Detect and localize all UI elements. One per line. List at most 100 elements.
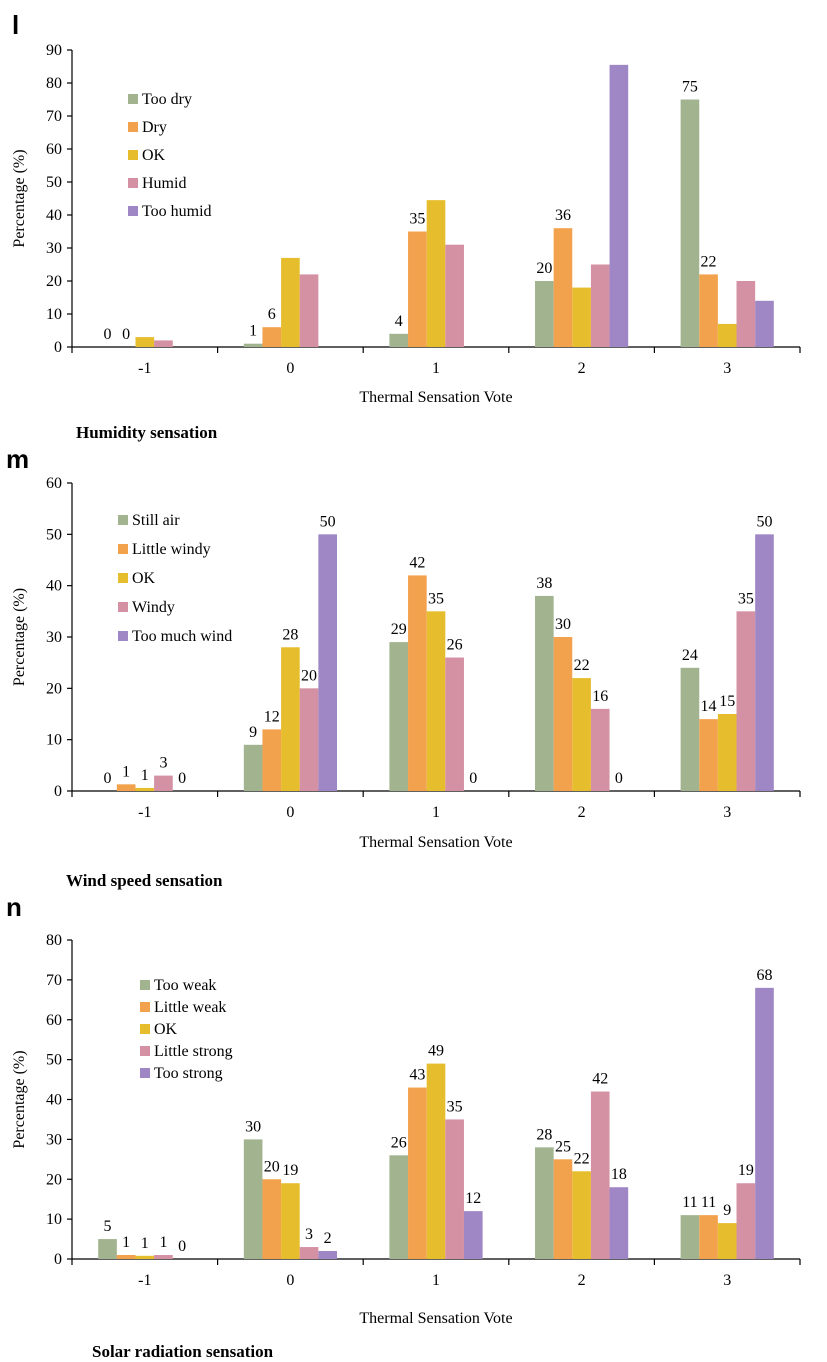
x-tick-label: 2 bbox=[578, 1272, 586, 1289]
x-tick-label: 3 bbox=[723, 1272, 731, 1289]
data-label: 0 bbox=[104, 770, 112, 787]
x-tick-label: 2 bbox=[578, 804, 586, 821]
legend-label: Too humid bbox=[142, 203, 212, 220]
data-label: 50 bbox=[756, 513, 772, 530]
bar-little-windy bbox=[553, 637, 573, 791]
bar-little-strong bbox=[299, 1247, 319, 1259]
bar-ok bbox=[426, 200, 446, 347]
data-label: 5 bbox=[104, 1218, 112, 1235]
data-label: 0 bbox=[122, 326, 130, 343]
bar-ok bbox=[281, 257, 300, 347]
bar-ok bbox=[717, 323, 737, 347]
bar-ok bbox=[572, 1171, 591, 1259]
data-label: 22 bbox=[574, 657, 590, 674]
bar-little-strong bbox=[736, 1183, 756, 1259]
data-label: 9 bbox=[249, 724, 257, 741]
y-tick-label: 60 bbox=[46, 141, 62, 158]
bar-too-humid bbox=[609, 64, 629, 347]
legend-swatch bbox=[140, 980, 150, 990]
bar-still-air bbox=[389, 642, 409, 791]
bar-ok bbox=[281, 647, 300, 791]
y-tick-label: 70 bbox=[46, 972, 62, 989]
legend-swatch bbox=[140, 1068, 150, 1078]
data-label: 35 bbox=[409, 211, 425, 228]
data-label: 42 bbox=[592, 1071, 608, 1088]
y-tick-label: 80 bbox=[46, 75, 62, 92]
data-label: 29 bbox=[391, 621, 407, 638]
bar-little-strong bbox=[154, 1255, 173, 1259]
bar-little-windy bbox=[116, 784, 136, 791]
data-label: 20 bbox=[536, 260, 552, 277]
y-tick-label: 70 bbox=[46, 108, 62, 125]
bar-little-weak bbox=[699, 1215, 718, 1259]
bar-too-weak bbox=[389, 1155, 409, 1259]
x-tick-label: 2 bbox=[578, 360, 586, 377]
data-label: 25 bbox=[555, 1138, 571, 1155]
data-label: 43 bbox=[409, 1067, 425, 1084]
y-tick-label: 30 bbox=[46, 240, 62, 257]
legend-label: OK bbox=[132, 570, 156, 587]
legend-swatch bbox=[118, 602, 128, 612]
legend-label: Little weak bbox=[154, 999, 226, 1016]
bar-ok bbox=[135, 1255, 155, 1259]
legend-label: Too dry bbox=[142, 91, 192, 108]
data-label: 1 bbox=[122, 1234, 130, 1251]
y-tick-label: 80 bbox=[46, 932, 62, 949]
bar-little-weak bbox=[408, 1087, 427, 1259]
data-label: 30 bbox=[245, 1118, 261, 1135]
y-tick-label: 40 bbox=[46, 1092, 62, 1109]
data-label: 11 bbox=[682, 1194, 697, 1211]
legend-swatch bbox=[140, 1046, 150, 1056]
legend-swatch bbox=[140, 1002, 150, 1012]
data-label: 75 bbox=[682, 79, 698, 96]
data-label: 0 bbox=[615, 770, 623, 787]
bar-too-dry bbox=[389, 333, 409, 347]
y-tick-label: 50 bbox=[46, 1052, 62, 1069]
x-tick-label: 0 bbox=[286, 360, 294, 377]
legend-swatch bbox=[140, 1024, 150, 1034]
data-label: 12 bbox=[465, 1190, 481, 1207]
bar-humid bbox=[736, 281, 756, 347]
data-label: 3 bbox=[159, 755, 167, 772]
bar-windy bbox=[299, 688, 319, 791]
legend-swatch bbox=[118, 573, 128, 583]
bar-ok bbox=[135, 337, 155, 347]
data-label: 1 bbox=[122, 763, 130, 780]
legend-swatch bbox=[128, 178, 138, 188]
legend-label: Little strong bbox=[154, 1043, 233, 1060]
data-label: 35 bbox=[447, 1098, 463, 1115]
data-label: 30 bbox=[555, 616, 571, 633]
x-tick-label: 1 bbox=[432, 804, 440, 821]
x-tick-label: 1 bbox=[432, 1272, 440, 1289]
bar-ok bbox=[572, 678, 591, 791]
panel-letter: n bbox=[6, 892, 22, 922]
y-tick-label: 50 bbox=[46, 526, 62, 543]
data-label: 16 bbox=[592, 688, 608, 705]
bar-still-air bbox=[535, 595, 554, 791]
data-label: 50 bbox=[320, 513, 336, 530]
legend-swatch bbox=[128, 206, 138, 216]
bar-ok bbox=[717, 714, 737, 791]
data-label: 2 bbox=[324, 1230, 332, 1247]
y-tick-label: 10 bbox=[46, 306, 62, 323]
x-tick-label: -1 bbox=[138, 1272, 151, 1289]
x-axis-title: Thermal Sensation Vote bbox=[359, 1310, 512, 1327]
y-tick-label: 0 bbox=[54, 783, 62, 800]
data-label: 24 bbox=[682, 647, 698, 664]
bar-too-strong bbox=[318, 1251, 337, 1259]
y-tick-label: 0 bbox=[54, 1251, 62, 1268]
bar-little-weak bbox=[553, 1159, 573, 1259]
bar-too-dry bbox=[535, 281, 554, 347]
data-label: 9 bbox=[723, 1202, 731, 1219]
legend-label: Too weak bbox=[154, 977, 216, 994]
y-tick-label: 90 bbox=[46, 42, 62, 59]
legend-label: Still air bbox=[132, 512, 180, 529]
legend-swatch bbox=[118, 515, 128, 525]
y-tick-label: 30 bbox=[46, 629, 62, 646]
legend-swatch bbox=[128, 94, 138, 104]
bar-ok bbox=[426, 1063, 446, 1259]
bar-little-weak bbox=[116, 1255, 136, 1259]
legend-label: Windy bbox=[132, 599, 175, 616]
bar-too-much-wind bbox=[318, 534, 337, 791]
